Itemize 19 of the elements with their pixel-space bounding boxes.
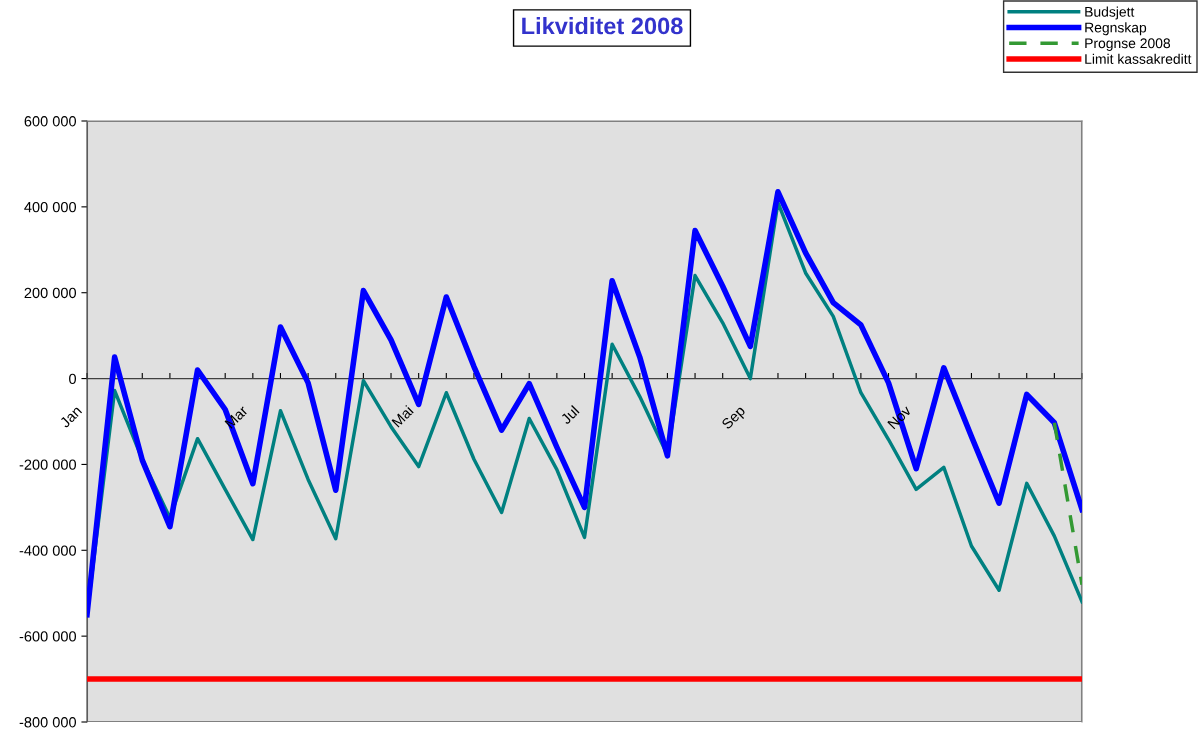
legend-label: Limit kassakreditt <box>1085 53 1192 64</box>
chart-title: Likviditet 2008 <box>522 17 683 35</box>
legend-label: Budsjett <box>1085 6 1135 20</box>
legend-label: Regnskap <box>1085 22 1147 36</box>
legend-label: Prognse 2008 <box>1085 38 1171 51</box>
y-tick-label: 0 <box>69 373 77 384</box>
y-tick-label: 200 000 <box>24 287 77 299</box>
y-tick-label: 600 000 <box>24 116 77 127</box>
x-tick-label: Jul <box>559 405 580 425</box>
x-tick-label: Mai <box>391 405 414 428</box>
x-tick-label: Nov <box>887 404 912 430</box>
y-tick-label: -600 000 <box>19 631 77 642</box>
x-tick-label: Sep <box>720 405 748 432</box>
x-tick-label: Mar <box>224 404 249 429</box>
y-tick-label: 400 000 <box>24 201 77 213</box>
y-tick-label: -400 000 <box>19 545 77 556</box>
y-tick-label: -200 000 <box>19 459 77 470</box>
y-tick-label: -800 000 <box>19 717 77 728</box>
x-tick-label: Jan <box>59 405 83 429</box>
